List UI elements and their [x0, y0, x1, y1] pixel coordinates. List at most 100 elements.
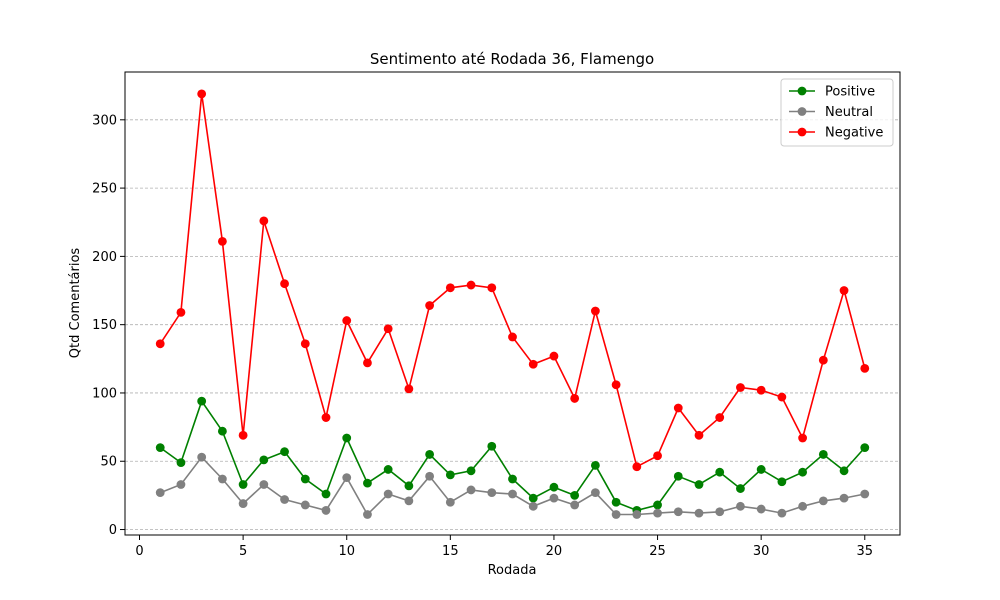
data-point-neutral [611, 510, 621, 519]
data-point-positive [590, 460, 600, 470]
series-lines [155, 89, 870, 519]
x-tick-label: 25 [649, 544, 666, 559]
data-point-positive [694, 480, 704, 489]
data-point-negative [321, 413, 331, 422]
legend-swatch-marker [797, 86, 807, 96]
data-point-neutral [487, 488, 497, 498]
data-point-positive [528, 493, 538, 503]
data-point-positive [445, 470, 455, 480]
legend-label: Positive [825, 85, 875, 100]
data-point-neutral [570, 500, 580, 510]
data-point-neutral [528, 501, 538, 511]
x-tick-label: 5 [239, 544, 247, 559]
data-point-negative [155, 339, 165, 349]
y-tick-label: 150 [92, 318, 117, 333]
data-point-negative [632, 462, 642, 472]
data-point-negative [653, 451, 662, 461]
axis-ticks: 0 50 100 150 200 250 300 0 5 10 15 20 25 30 35 [92, 113, 873, 559]
data-point-neutral [363, 510, 372, 519]
data-point-neutral [756, 504, 766, 514]
data-point-neutral [798, 501, 808, 511]
x-tick-label: 10 [338, 544, 355, 559]
data-point-negative [798, 433, 808, 443]
data-point-positive [342, 433, 352, 443]
data-point-neutral [342, 473, 352, 483]
data-point-neutral [176, 480, 186, 489]
legend: Positive Neutral Negative [780, 78, 894, 147]
data-point-negative [756, 385, 766, 395]
data-point-positive [404, 481, 414, 491]
legend-entry-positive: Positive [789, 85, 875, 100]
data-point-neutral [549, 493, 559, 503]
data-point-negative [611, 380, 621, 390]
x-tick-label: 15 [442, 544, 459, 559]
data-point-neutral [508, 489, 517, 499]
y-axis-title: Qtd Comentários [68, 248, 83, 359]
data-point-negative [508, 332, 517, 342]
y-tick-label: 0 [109, 523, 117, 538]
data-point-neutral [445, 497, 455, 507]
data-point-negative [238, 430, 248, 440]
data-point-positive [259, 455, 269, 465]
legend-entry-negative: Negative [789, 126, 883, 141]
data-point-neutral [321, 506, 331, 515]
data-point-negative [528, 359, 538, 369]
data-point-neutral [653, 508, 662, 518]
data-point-neutral [736, 501, 745, 511]
data-point-negative [818, 355, 828, 365]
data-point-negative [487, 283, 497, 293]
series-neutral [155, 452, 870, 519]
data-point-positive [653, 500, 662, 510]
data-point-positive [197, 396, 207, 406]
data-point-negative [176, 307, 186, 317]
data-point-neutral [466, 485, 476, 495]
legend-label: Neutral [825, 105, 873, 120]
data-point-negative [217, 236, 227, 246]
data-point-positive [570, 490, 580, 500]
x-tick-label: 30 [753, 544, 770, 559]
data-point-neutral [383, 489, 393, 499]
data-point-neutral [280, 495, 289, 504]
data-point-negative [259, 216, 269, 226]
legend-box [780, 78, 894, 147]
chart-title: Sentimento até Rodada 36, Flamengo [370, 50, 654, 68]
data-point-negative [445, 283, 455, 293]
data-point-neutral [217, 474, 227, 484]
data-point-neutral [818, 496, 828, 506]
data-point-negative [363, 358, 372, 368]
data-point-positive [487, 441, 497, 451]
data-point-neutral [259, 480, 269, 489]
data-point-neutral [238, 499, 248, 508]
series-negative [155, 89, 870, 472]
data-point-positive [466, 466, 476, 476]
data-point-neutral [197, 452, 207, 462]
legend-label: Negative [825, 126, 883, 141]
x-tick-label: 35 [856, 544, 873, 559]
data-point-negative [673, 403, 683, 413]
data-point-neutral [777, 508, 787, 518]
data-point-positive [383, 465, 393, 474]
data-point-neutral [425, 471, 435, 481]
data-point-negative [777, 392, 787, 402]
data-point-negative [715, 413, 725, 422]
data-point-negative [342, 316, 352, 325]
data-point-negative [860, 363, 870, 373]
y-tick-label: 100 [92, 386, 117, 401]
data-point-positive [155, 443, 165, 452]
data-point-positive [673, 471, 683, 481]
data-point-neutral [155, 488, 165, 498]
data-point-positive [508, 474, 517, 484]
data-point-neutral [590, 488, 600, 498]
series-line-negative [159, 93, 866, 468]
y-tick-label: 50 [100, 455, 117, 470]
data-point-negative [570, 394, 580, 403]
data-point-negative [280, 279, 289, 289]
data-point-neutral [673, 507, 683, 517]
data-point-neutral [300, 500, 310, 510]
data-point-negative [404, 384, 414, 394]
y-tick-label: 300 [92, 113, 117, 128]
data-point-positive [736, 484, 745, 493]
data-point-positive [549, 482, 559, 492]
